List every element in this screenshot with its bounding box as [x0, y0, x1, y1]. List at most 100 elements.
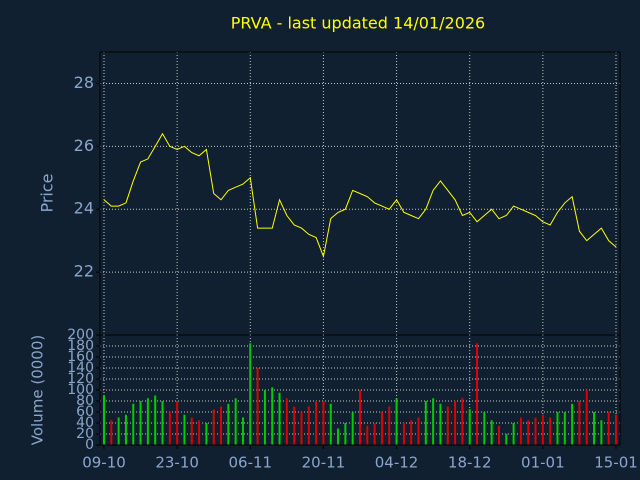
volume-bar — [168, 412, 171, 445]
volume-bar — [227, 403, 230, 445]
volume-bar — [505, 434, 508, 445]
y-tick-label: 140 — [67, 360, 94, 376]
volume-bar — [417, 417, 420, 445]
volume-bar — [541, 414, 544, 445]
y-tick-label: 0 — [85, 437, 94, 453]
volume-bar — [607, 412, 610, 445]
volume-bar — [307, 406, 310, 445]
y-tick-label: 28 — [74, 73, 94, 92]
volume-bar — [512, 423, 515, 445]
volume-bar — [549, 417, 552, 445]
volume-bar — [432, 398, 435, 445]
x-tick-label: 18-12 — [448, 454, 492, 472]
volume-bar — [322, 401, 325, 445]
y-tick-label: 200 — [67, 327, 94, 343]
volume-bar — [468, 409, 471, 445]
volume-bar — [351, 412, 354, 445]
y-tick-label: 26 — [74, 136, 94, 155]
volume-bar — [271, 387, 274, 445]
y-tick-label: 180 — [67, 338, 94, 354]
y-tick-label: 80 — [76, 393, 94, 409]
x-tick-label: 09-10 — [82, 454, 126, 472]
volume-bar — [439, 403, 442, 445]
volume-bar — [337, 428, 340, 445]
volume-bar — [424, 401, 427, 445]
x-tick-label: 15-01 — [594, 454, 638, 472]
volume-bar — [556, 412, 559, 445]
volume-bar — [315, 401, 318, 445]
plot-frame — [99, 334, 621, 446]
volume-bar — [615, 414, 617, 445]
y-axis-label: Price — [38, 173, 57, 212]
y-tick-label: 40 — [76, 415, 94, 431]
volume-bar — [534, 417, 537, 445]
volume-bar — [461, 398, 464, 445]
volume-bar — [263, 390, 266, 445]
volume-bar — [124, 414, 127, 445]
volume-bar — [190, 417, 193, 445]
volume-bar — [132, 403, 135, 445]
volume-bar — [402, 423, 405, 445]
y-tick-label: 100 — [67, 382, 94, 398]
volume-bar — [198, 420, 201, 445]
x-tick-label: 04-12 — [375, 454, 419, 472]
y-tick-label: 24 — [74, 199, 94, 218]
volume-bar — [563, 412, 566, 445]
volume-bar — [585, 390, 588, 445]
volume-bar — [278, 392, 281, 445]
volume-bar — [366, 425, 369, 445]
y-tick-label: 20 — [76, 426, 94, 442]
volume-bar — [454, 401, 457, 445]
volume-bar — [205, 423, 208, 445]
y-tick-label: 160 — [67, 349, 94, 365]
volume-bar — [446, 406, 449, 445]
volume-bar — [527, 420, 530, 445]
volume-bar — [497, 425, 500, 445]
volume-bar — [483, 412, 486, 445]
volume-bar — [344, 423, 347, 445]
volume-bar — [571, 403, 574, 445]
volume-bar — [117, 417, 120, 445]
volume-bar — [103, 395, 105, 445]
volume-bar — [300, 412, 303, 445]
volume-bar — [146, 398, 149, 445]
volume-bar — [578, 401, 581, 445]
x-tick-label: 23-10 — [155, 454, 199, 472]
volume-bar — [380, 412, 383, 445]
volume-bar — [249, 343, 252, 445]
volume-bar — [139, 401, 142, 445]
volume-bar — [220, 406, 223, 445]
volume-bar — [373, 423, 376, 445]
x-tick-label: 06-11 — [228, 454, 272, 472]
volume-bar — [212, 409, 215, 445]
volume-bar — [519, 417, 522, 445]
volume-bar — [234, 398, 237, 445]
volume-bar — [110, 420, 113, 445]
x-tick-label: 20-11 — [302, 454, 346, 472]
volume-bar — [359, 390, 361, 445]
volume-bar — [293, 406, 296, 445]
y-tick-label: 22 — [74, 262, 94, 281]
price-line — [103, 132, 617, 259]
volume-bar — [285, 398, 288, 445]
volume-bar — [476, 343, 479, 445]
chart-title: PRVA - last updated 14/01/2026 — [231, 14, 485, 33]
volume-bar — [154, 395, 157, 445]
volume-bar — [490, 420, 493, 445]
volume-bar — [410, 420, 413, 445]
volume-bar — [395, 398, 398, 445]
x-tick-label: 01-01 — [521, 454, 565, 472]
volume-bar — [161, 401, 164, 445]
volume-bar — [183, 414, 186, 445]
volume-bar — [329, 403, 332, 445]
y-axis-label: Volume (0000) — [29, 335, 47, 445]
volume-bar — [176, 401, 179, 445]
volume-bar — [241, 417, 244, 445]
y-tick-label: 120 — [67, 371, 94, 387]
y-tick-label: 60 — [76, 404, 94, 420]
volume-bar — [256, 368, 259, 445]
volume-bar — [388, 406, 391, 445]
volume-bar — [593, 412, 596, 445]
